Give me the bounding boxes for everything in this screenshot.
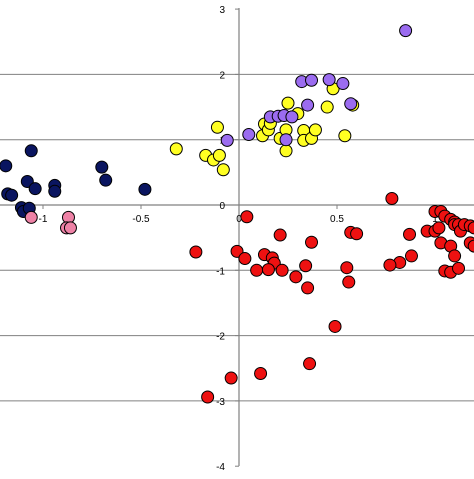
axes (0, 8, 474, 467)
data-point (448, 249, 462, 263)
data-point (275, 263, 289, 277)
data-point (385, 191, 399, 205)
data-point (220, 133, 234, 147)
data-points (0, 24, 474, 404)
data-point (216, 163, 230, 177)
data-point (344, 97, 358, 111)
data-point (138, 182, 152, 196)
y-tick-label: -4 (216, 462, 225, 473)
data-point (301, 98, 315, 112)
data-point (301, 281, 315, 295)
data-point (250, 263, 264, 277)
data-point (322, 73, 336, 87)
data-point (289, 270, 303, 284)
data-point (285, 110, 299, 124)
data-point (467, 239, 474, 253)
data-point (279, 144, 293, 158)
data-point (305, 73, 319, 87)
data-point (340, 261, 354, 275)
data-point (308, 123, 322, 137)
x-tick-label: -0.5 (132, 214, 150, 225)
data-point (273, 228, 287, 242)
data-point (303, 357, 317, 371)
data-point (224, 371, 238, 385)
x-tick-label: 0.5 (330, 214, 344, 225)
data-point (0, 159, 13, 173)
data-point (432, 221, 446, 235)
data-point (467, 221, 474, 235)
data-point (63, 221, 77, 235)
data-point (95, 160, 109, 174)
data-point (452, 261, 466, 275)
data-point (336, 77, 350, 91)
data-point (299, 259, 313, 273)
data-point (254, 366, 268, 380)
data-point (305, 235, 319, 249)
data-point (320, 100, 334, 114)
data-point (242, 127, 256, 141)
data-point (328, 319, 342, 333)
data-point (24, 210, 38, 224)
data-point (48, 184, 62, 198)
data-point (24, 144, 38, 158)
data-point (403, 227, 417, 241)
x-tick-label: -1 (39, 214, 48, 225)
y-tick-label: -2 (216, 332, 225, 343)
y-tick-label: 2 (219, 70, 225, 81)
data-point (350, 227, 364, 241)
data-point (338, 129, 352, 143)
y-tick-label: 0 (219, 201, 225, 212)
data-point (281, 96, 295, 110)
tick-labels: 3210-1-2-3-4-1-0.500.51 (39, 5, 439, 473)
data-point (61, 210, 75, 224)
data-point (28, 182, 42, 196)
y-tick-label: -1 (216, 266, 225, 277)
x-tick-label: 0 (236, 214, 242, 225)
data-point (212, 148, 226, 162)
data-point (383, 258, 397, 272)
data-point (201, 390, 215, 404)
data-point (240, 210, 254, 224)
y-tick-label: 3 (219, 5, 225, 16)
gridlines (0, 73, 474, 402)
data-point (169, 142, 183, 156)
data-point (261, 263, 275, 277)
data-point (238, 252, 252, 266)
data-point (5, 188, 19, 202)
data-point (210, 120, 224, 134)
data-point (99, 173, 113, 187)
data-point (342, 275, 356, 289)
data-point (399, 24, 413, 38)
y-tick-label: -3 (216, 397, 225, 408)
x-tick-label: 1 (432, 214, 438, 225)
data-point (404, 249, 418, 263)
data-point (279, 133, 293, 147)
data-point (189, 245, 203, 259)
